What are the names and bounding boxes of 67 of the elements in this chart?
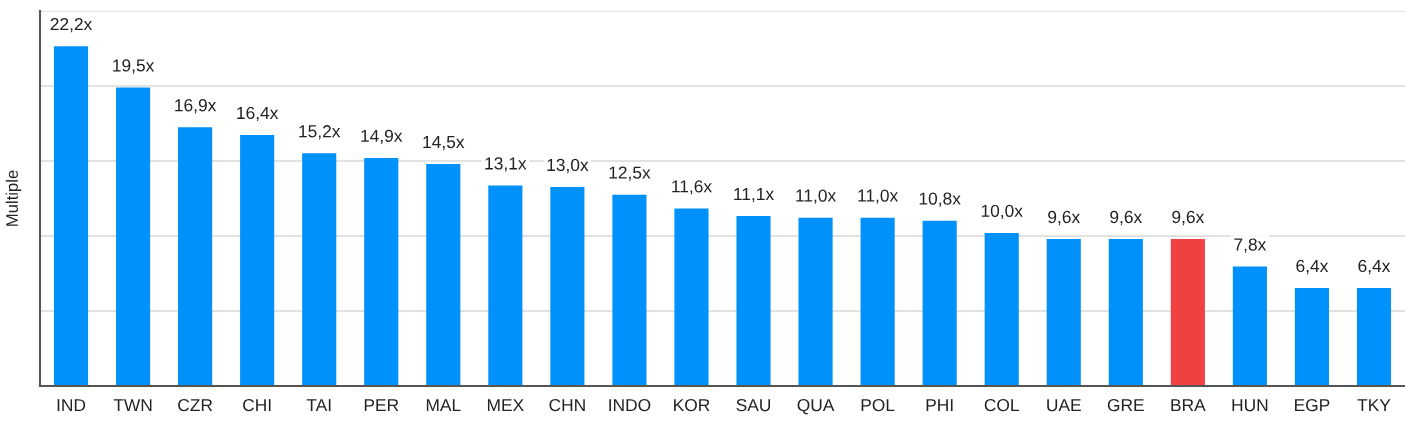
- data-label: 11,0x: [858, 189, 899, 204]
- bar: [1232, 266, 1267, 386]
- data-label: 9,6x: [1110, 210, 1143, 226]
- x-tick-label: EGP: [1295, 398, 1330, 412]
- data-label: 15,2x: [299, 125, 341, 140]
- x-tick-label: BRA: [1171, 399, 1206, 412]
- data-label: 10,0x: [981, 204, 1023, 220]
- x-tick-label: KOR: [674, 398, 710, 412]
- data-label: 19,5x: [113, 59, 155, 74]
- data-label: 13,1x: [485, 157, 527, 172]
- x-tick-label: HUN: [1232, 399, 1268, 412]
- bar: [612, 194, 647, 386]
- data-label: 13,0x: [547, 158, 589, 174]
- data-label: 11,0x: [796, 189, 836, 204]
- data-label: 14,9x: [361, 129, 403, 145]
- bar: [426, 164, 461, 386]
- x-tick-label: UAE: [1047, 399, 1081, 412]
- data-label: 16,4x: [237, 106, 279, 122]
- x-tick-label: TAI: [306, 399, 331, 412]
- bar: [1356, 288, 1392, 386]
- x-tick-label: POL: [861, 398, 895, 412]
- bar: [736, 216, 771, 386]
- bar: [674, 208, 709, 386]
- bar: [178, 127, 213, 386]
- data-label: 14,5x: [423, 136, 465, 151]
- x-tick-label: PHI: [926, 399, 953, 412]
- x-tick-label: TKY: [1357, 399, 1391, 412]
- x-tick-label: CHI: [243, 398, 271, 412]
- x-tick-label: IND: [57, 399, 86, 412]
- data-label: 11,1x: [734, 188, 774, 203]
- x-tick-label: INDO: [609, 398, 651, 412]
- bar: [984, 232, 1019, 386]
- bar: [1046, 239, 1081, 386]
- bar: [1294, 288, 1329, 386]
- bar: [240, 134, 275, 386]
- x-tick-label: CHN: [549, 398, 585, 412]
- data-label: 10,8x: [919, 192, 961, 207]
- data-label: 9,6x: [1172, 210, 1205, 226]
- x-tick-label: GRE: [1107, 398, 1144, 412]
- bar: [302, 153, 337, 386]
- bar: [488, 185, 523, 386]
- y-axis-title: Multiple: [5, 170, 22, 226]
- x-tick-label: CZR: [178, 398, 213, 412]
- bar: [1170, 239, 1205, 386]
- data-label: 12,5x: [609, 166, 651, 181]
- bar: [922, 220, 957, 386]
- x-tick-label: TWN: [113, 399, 152, 412]
- bar: [116, 87, 151, 386]
- x-tick-label: MEX: [487, 399, 524, 412]
- data-label: 16,9x: [175, 99, 217, 114]
- data-label: 11,6x: [672, 180, 712, 195]
- bar: [550, 187, 585, 386]
- data-label: 22,2x: [50, 17, 93, 33]
- data-label: 7,8x: [1234, 238, 1267, 253]
- x-tick-label: QUA: [797, 398, 835, 415]
- bar: [53, 46, 89, 386]
- x-tick-label: SAU: [736, 398, 771, 412]
- x-tick-label: PER: [364, 399, 399, 412]
- data-label: 9,6x: [1048, 210, 1080, 226]
- bar: [364, 157, 399, 386]
- bar: [860, 217, 895, 386]
- data-label: 6,4x: [1358, 259, 1391, 275]
- x-tick-label: MAL: [426, 399, 461, 412]
- bar: [798, 217, 833, 386]
- bar: [1108, 239, 1143, 386]
- data-label: 6,4x: [1296, 259, 1329, 275]
- x-tick-label: COL: [984, 398, 1019, 412]
